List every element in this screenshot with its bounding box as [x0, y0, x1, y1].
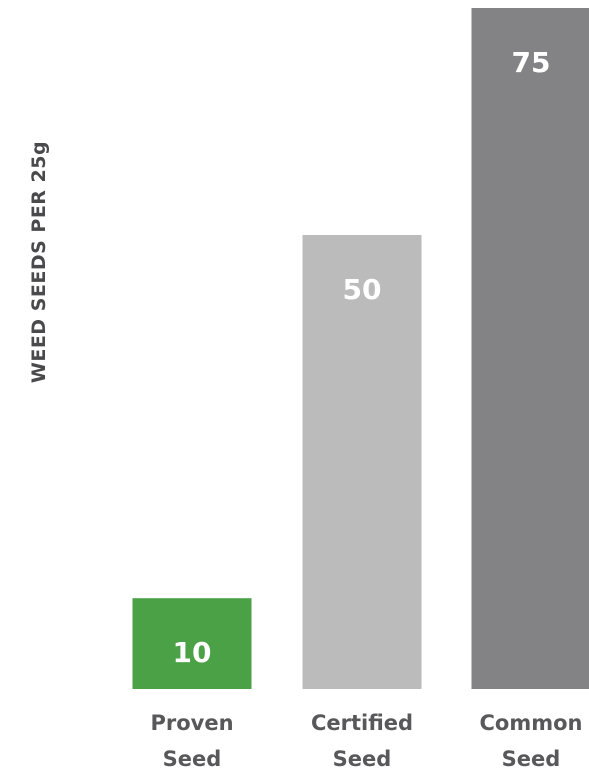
- bar-certified-seed: [302, 235, 422, 689]
- category-label: Seed: [502, 747, 561, 770]
- value-label: 50: [343, 273, 382, 306]
- value-label: 75: [512, 46, 551, 79]
- category-label: Certified: [311, 711, 413, 735]
- bar-common-seed: [471, 8, 589, 689]
- category-label: Common: [480, 711, 583, 735]
- category-labels: Proven Seed Certified Seed Common Seed: [150, 711, 582, 770]
- category-label: Seed: [333, 747, 392, 770]
- y-axis-label: WEED SEEDS PER 25g: [28, 141, 50, 383]
- category-label: Seed: [163, 747, 222, 770]
- category-label: Proven: [150, 711, 233, 735]
- bar-proven-seed: [132, 598, 252, 689]
- bars-group: 10 50 75: [132, 8, 589, 689]
- value-label: 10: [173, 636, 212, 669]
